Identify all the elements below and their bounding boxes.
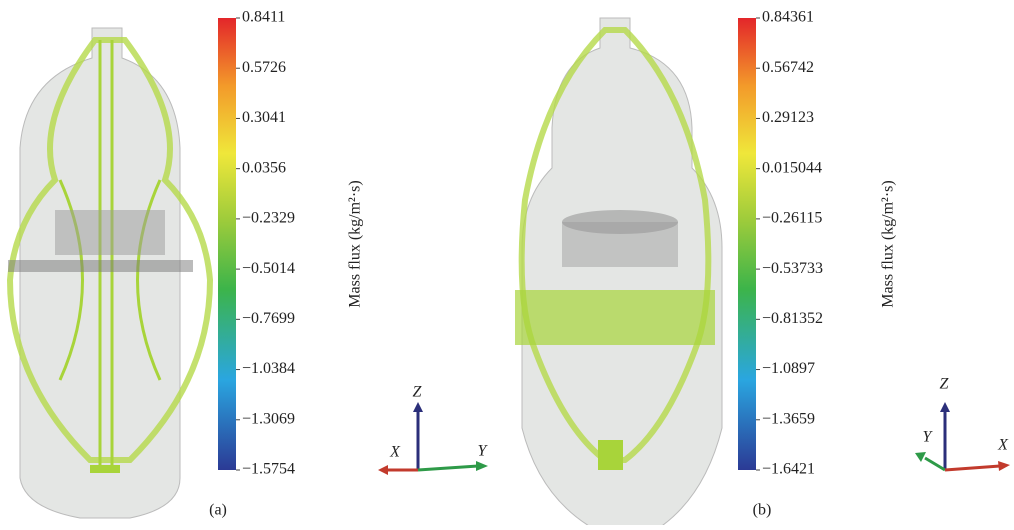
- colorbar-label: Mass flux (kg/m²·s): [347, 180, 364, 307]
- tick-label: 0.8411: [242, 9, 285, 26]
- tick-label: −1.0384: [242, 360, 295, 377]
- tick-label: 0.015044: [762, 159, 822, 176]
- tick-label: 0.0356: [242, 159, 286, 176]
- axis-label: Z: [413, 384, 423, 401]
- axis-label: X: [389, 444, 401, 461]
- tick-label: −0.26115: [762, 210, 822, 227]
- axis-label: Z: [940, 376, 950, 393]
- tick-label: −1.3659: [762, 410, 815, 427]
- tick-label: −0.5014: [242, 260, 295, 277]
- tick-label: −1.3069: [242, 410, 295, 427]
- axis-label: Y: [478, 443, 489, 460]
- tick-label: −1.6421: [762, 461, 815, 478]
- vessel-a: [8, 28, 210, 518]
- tick-label: −1.0897: [762, 360, 815, 377]
- tick-label: 0.3041: [242, 109, 286, 126]
- vessel-b: [515, 18, 722, 525]
- colorbar: [738, 18, 756, 470]
- axis-label: X: [997, 437, 1009, 454]
- page: Mass flux (kg/m²·s) Mass flux (kg/m²·s) …: [0, 0, 1014, 530]
- tick-label: 0.5726: [242, 59, 286, 76]
- colorbar-label: Mass flux (kg/m²·s): [880, 180, 897, 307]
- tick-label: −0.7699: [242, 310, 295, 327]
- tick-label: −1.5754: [242, 461, 295, 478]
- tick-label: −0.53733: [762, 260, 823, 277]
- figure: Mass flux (kg/m²·s) Mass flux (kg/m²·s) …: [0, 0, 1014, 525]
- colorbar: [218, 18, 236, 470]
- axis-triad: [378, 402, 488, 475]
- tick-label: 0.56742: [762, 59, 814, 76]
- axis-label: Y: [923, 429, 934, 446]
- tick-label: −0.81352: [762, 310, 823, 327]
- caption: (b): [753, 502, 772, 519]
- caption: (a): [209, 502, 227, 519]
- tick-label: −0.2329: [242, 210, 295, 227]
- tick-label: 0.29123: [762, 109, 814, 126]
- tick-label: 0.84361: [762, 9, 814, 26]
